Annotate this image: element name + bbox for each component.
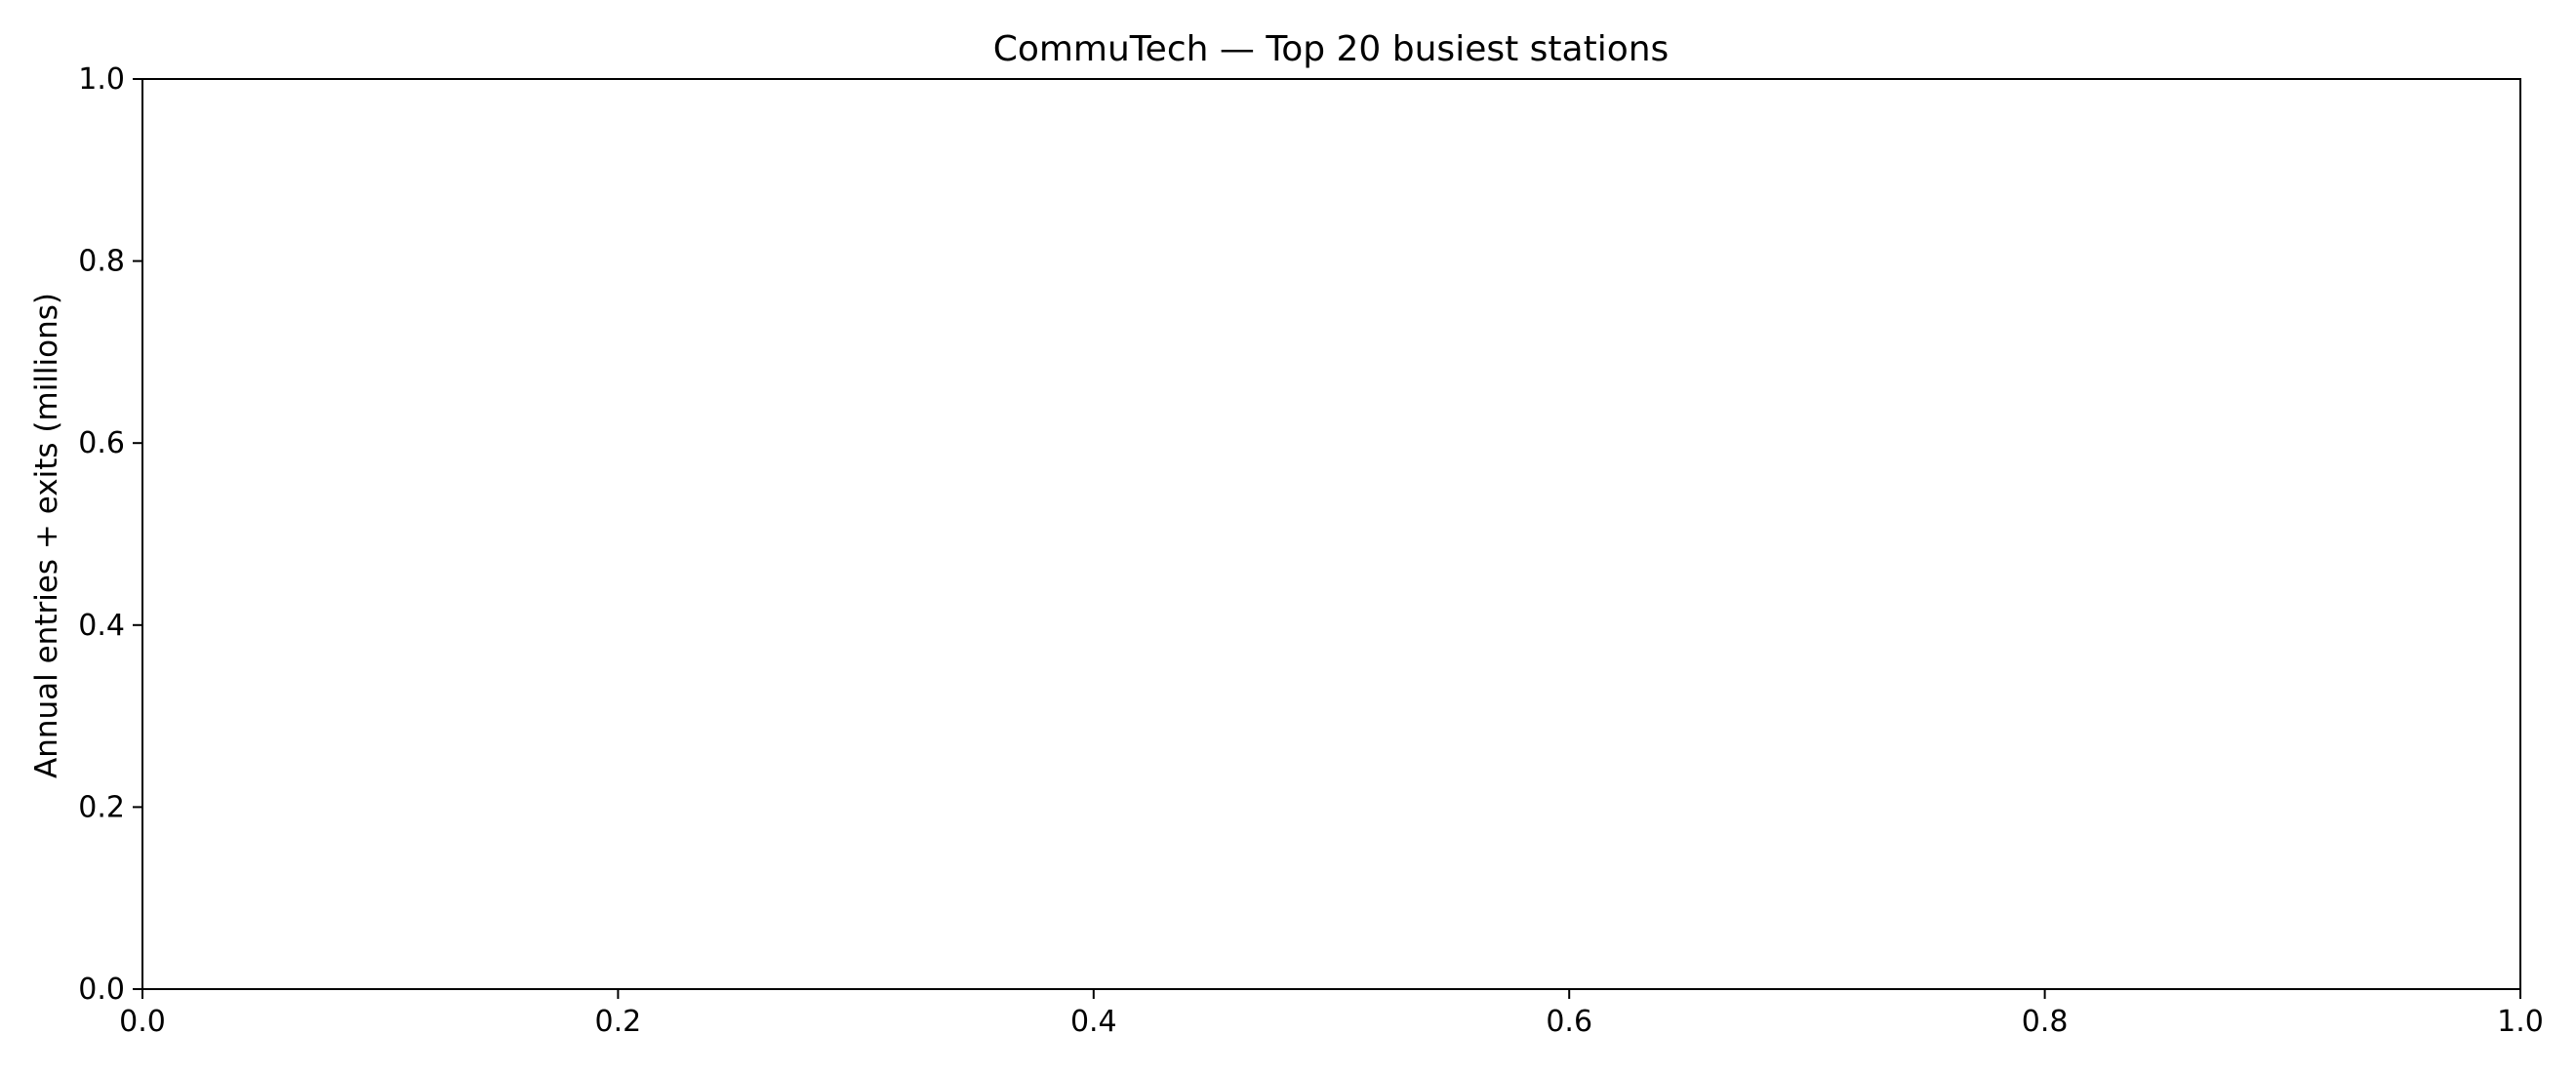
y-tick: 0.6 [78, 426, 142, 460]
x-tick: 0.2 [595, 989, 642, 1039]
y-tick: 0.8 [78, 245, 142, 279]
x-tick-label: 0.0 [119, 1005, 166, 1039]
x-tick: 0.4 [1070, 989, 1117, 1039]
plot-frame [141, 78, 2521, 990]
y-tick: 0.4 [78, 609, 142, 643]
x-tick-label: 0.6 [1546, 1005, 1592, 1039]
y-tick-label: 0.0 [78, 973, 125, 1007]
y-tick: 1.0 [78, 62, 142, 97]
x-tick-label: 0.2 [595, 1005, 642, 1039]
x-tick: 0.8 [2022, 989, 2069, 1039]
x-tick: 1.0 [2497, 989, 2544, 1039]
y-tick: 0.0 [78, 973, 142, 1007]
x-tick: 0.6 [1546, 989, 1592, 1039]
y-tick-label: 0.4 [78, 609, 125, 643]
x-tick-label: 0.8 [2022, 1005, 2069, 1039]
y-tick-label: 0.6 [78, 426, 125, 460]
chart-title: CommuTech — Top 20 busiest stations [993, 29, 1670, 69]
x-tick: 0.0 [119, 989, 166, 1039]
y-axis-label: Annual entries + exits (millions) [29, 293, 64, 778]
x-axis-ticks: 0.0 0.2 0.4 0.6 0.8 1.0 [119, 989, 2544, 1039]
y-tick: 0.2 [78, 790, 142, 824]
y-tick-label: 0.2 [78, 790, 125, 824]
x-tick-label: 0.4 [1070, 1005, 1117, 1039]
x-tick-label: 1.0 [2497, 1005, 2544, 1039]
y-tick-label: 1.0 [78, 62, 125, 97]
y-axis-ticks: 0.0 0.2 0.4 0.6 0.8 1.0 [78, 62, 142, 1007]
y-tick-label: 0.8 [78, 245, 125, 279]
